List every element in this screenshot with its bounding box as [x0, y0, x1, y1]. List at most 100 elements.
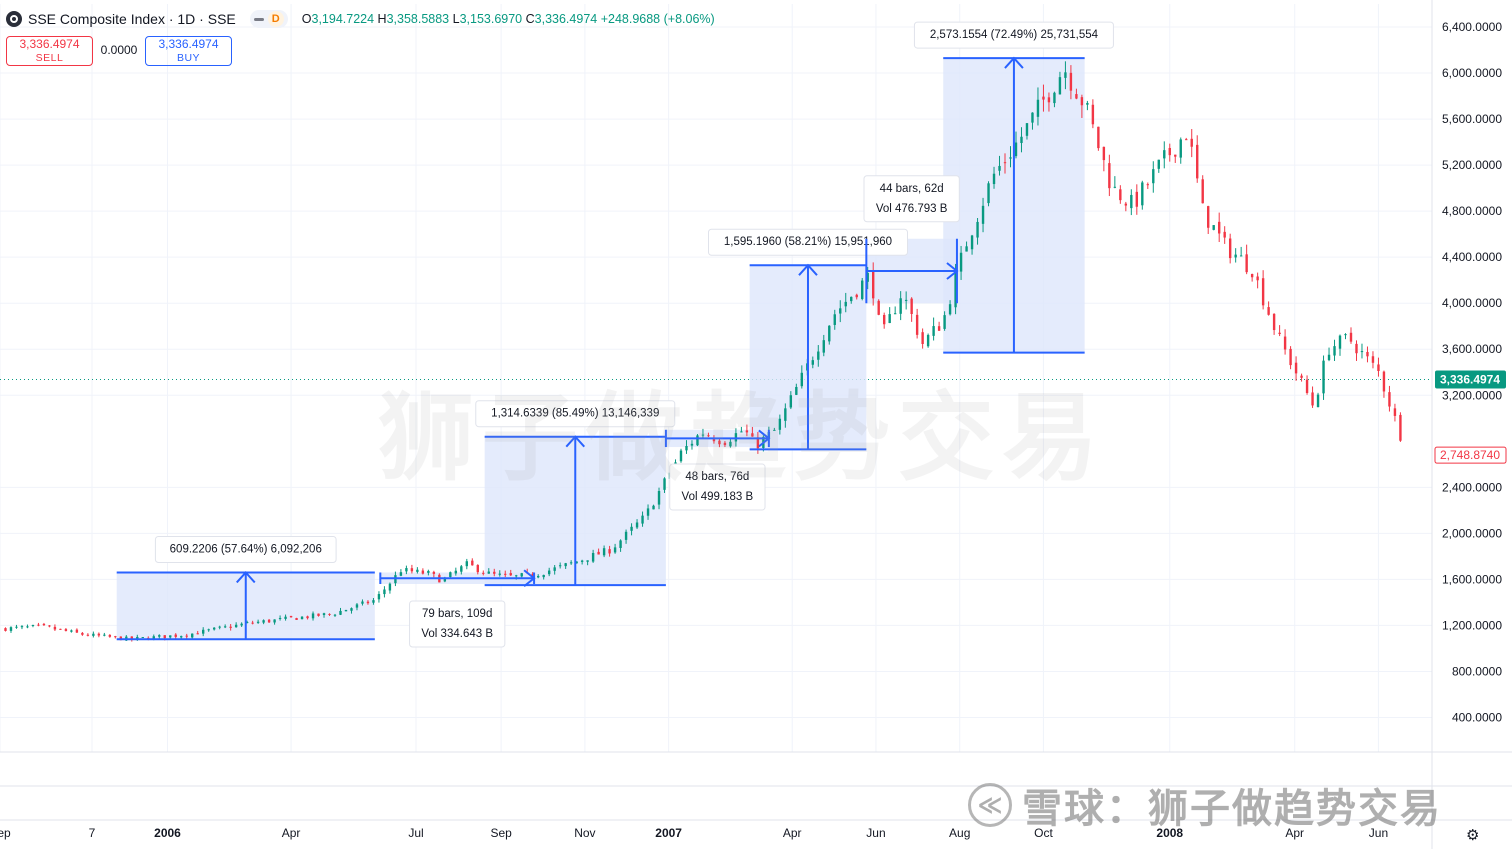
candle-body: [350, 608, 353, 611]
candle-body: [284, 616, 287, 619]
candle-body: [970, 235, 974, 250]
candle-body: [1283, 336, 1287, 350]
candle-body: [42, 623, 46, 626]
candle-body: [817, 351, 820, 360]
candle-body: [839, 308, 842, 314]
range-label-text: Vol 476.793 B: [876, 203, 948, 215]
minus-icon: [253, 17, 264, 21]
y-tick-label: 1,200.0000: [1442, 618, 1502, 632]
candle-body: [1036, 99, 1040, 117]
candle-body: [1053, 92, 1056, 104]
candle-body: [454, 570, 458, 574]
candle-body: [1399, 414, 1402, 441]
candle-body: [1349, 332, 1353, 342]
x-tick-label: Oct: [1034, 826, 1053, 840]
candle-body: [130, 636, 134, 640]
candle-body: [306, 616, 309, 619]
ohlc-change: +248.9688 (+8.06%): [600, 12, 715, 26]
candle-body: [1207, 206, 1210, 228]
candle-body: [1388, 392, 1391, 407]
candle-body: [366, 601, 370, 604]
candle-body: [624, 531, 628, 540]
candle-body: [460, 566, 463, 572]
candle-body: [915, 314, 919, 335]
candle-body: [564, 563, 567, 567]
candle-body: [361, 601, 364, 604]
candle-body: [1003, 162, 1007, 164]
candle-body: [1393, 408, 1397, 416]
candle-body: [1113, 186, 1117, 188]
candle-body: [20, 626, 24, 628]
candle-body: [773, 429, 776, 431]
candle-body: [229, 626, 232, 628]
candle-body: [630, 526, 633, 531]
candle-body: [690, 443, 694, 446]
low-marker-tag: [1434, 446, 1507, 464]
gear-icon[interactable]: ⚙: [1466, 827, 1480, 844]
candle-body: [53, 626, 57, 630]
candle-body: [740, 431, 743, 433]
x-tick-label: Aug: [949, 826, 970, 840]
candle-body: [712, 438, 716, 442]
x-tick-label: Nov: [574, 826, 595, 840]
candle-body: [542, 574, 545, 578]
candle-body: [872, 270, 875, 299]
range-label-box: [913, 21, 1114, 49]
x-tick-label: Apr: [1285, 826, 1304, 840]
candle-body: [482, 572, 485, 574]
candle-body: [789, 395, 793, 408]
range-label: 1,595.1960 (58.21%) 15,951,960: [707, 228, 908, 256]
candle-body: [1239, 255, 1243, 257]
candle-body: [1020, 136, 1023, 144]
chart-title[interactable]: SSE Composite Index · 1D · SSE: [28, 11, 236, 27]
candle-body: [1064, 72, 1067, 78]
candle-body: [31, 624, 35, 626]
candle-body: [591, 552, 595, 562]
range-label: 2,573.1554 (72.49%) 25,731,554: [913, 21, 1114, 49]
candle-body: [641, 515, 644, 524]
candle-body: [580, 560, 584, 562]
candle-body: [300, 616, 304, 620]
candle-body: [718, 440, 721, 445]
candle-body: [597, 551, 600, 555]
candle-body: [921, 332, 924, 345]
candle-body: [1025, 123, 1029, 136]
candle-body: [1163, 150, 1166, 159]
candle-body: [180, 636, 183, 638]
ohlc-low-key: L: [452, 12, 460, 26]
candle-body: [174, 634, 177, 637]
candle-body: [1382, 371, 1386, 392]
candle-body: [822, 340, 825, 353]
candle-body: [707, 435, 710, 437]
candle-body: [355, 604, 359, 608]
range-label-box: [863, 175, 960, 223]
candle-body: [262, 620, 265, 623]
sell-button[interactable]: 3,336.4974 SELL: [6, 36, 93, 66]
candle-body: [75, 629, 79, 633]
buy-button[interactable]: 3,336.4974 BUY: [145, 36, 232, 66]
candle-body: [833, 314, 836, 325]
candle-body: [954, 272, 957, 308]
candle-body: [322, 613, 326, 616]
candle-body: [932, 326, 935, 336]
candle-body: [26, 626, 29, 628]
y-tick-label: 4,800.0000: [1442, 204, 1502, 218]
candle-body: [443, 577, 447, 582]
x-tick-label: Apr: [282, 826, 301, 840]
candle-body: [295, 618, 298, 620]
visibility-pill[interactable]: D: [249, 10, 288, 28]
candle-body: [59, 628, 62, 630]
candle-body: [866, 272, 869, 282]
candle-body: [405, 568, 408, 572]
candle-body: [1141, 182, 1144, 206]
candle-body: [861, 280, 864, 299]
candle-body: [1305, 379, 1309, 393]
candle-body: [926, 334, 930, 347]
y-tick-label: 800.0000: [1452, 664, 1502, 678]
spread-value: 0.0000: [100, 43, 138, 57]
candle-body: [103, 634, 106, 636]
ohlc-high-value: 3,358.5883: [386, 12, 450, 26]
candle-body: [1316, 394, 1320, 408]
